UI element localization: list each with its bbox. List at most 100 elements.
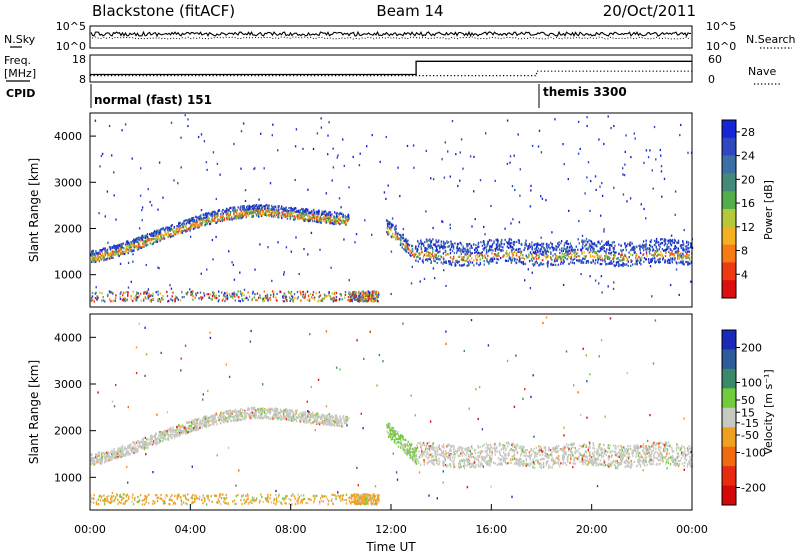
velocity-cell bbox=[166, 411, 169, 414]
power-cell bbox=[188, 218, 190, 221]
power-cell bbox=[480, 252, 482, 255]
power-cell bbox=[171, 224, 173, 227]
power-cell bbox=[675, 268, 678, 271]
power-cell bbox=[231, 292, 233, 295]
power-cell bbox=[653, 252, 656, 255]
power-cell bbox=[290, 250, 292, 253]
power-cell bbox=[121, 246, 123, 249]
power-cell bbox=[205, 212, 207, 215]
power-cell bbox=[563, 253, 565, 256]
power-cell bbox=[654, 260, 656, 263]
velocity-cell bbox=[268, 417, 270, 420]
power-cell bbox=[174, 298, 176, 301]
velocity-cell bbox=[124, 446, 126, 449]
power-cell bbox=[589, 247, 592, 251]
power-cell bbox=[529, 245, 531, 249]
velocity-cell bbox=[268, 410, 270, 414]
velocity-cell bbox=[453, 459, 455, 462]
power-cell bbox=[528, 242, 531, 246]
power-cell bbox=[157, 293, 159, 296]
velocity-cell bbox=[684, 461, 686, 464]
power-cell bbox=[127, 252, 129, 255]
velocity-cell bbox=[549, 449, 552, 452]
power-cell bbox=[646, 255, 648, 258]
power-cell bbox=[674, 244, 676, 247]
power-cell bbox=[344, 296, 346, 299]
power-cell bbox=[171, 299, 174, 302]
power-cell bbox=[429, 238, 431, 241]
power-cell bbox=[134, 239, 136, 242]
power-cell bbox=[237, 295, 240, 299]
power-cell bbox=[660, 154, 662, 157]
power-cell bbox=[687, 243, 689, 246]
power-cell bbox=[197, 216, 199, 219]
power-cell bbox=[332, 216, 334, 220]
power-cell bbox=[609, 248, 611, 252]
power-cell bbox=[243, 288, 246, 291]
power-cell bbox=[141, 237, 143, 240]
power-cell bbox=[95, 291, 97, 294]
power-cell bbox=[277, 210, 279, 213]
power-cell bbox=[551, 263, 553, 267]
power-cell bbox=[611, 244, 613, 247]
power-cell bbox=[311, 297, 314, 300]
power-cell bbox=[94, 119, 97, 122]
power-cell bbox=[659, 243, 662, 246]
power-cell bbox=[545, 257, 547, 260]
power-cell bbox=[240, 167, 242, 170]
power-cell bbox=[570, 258, 572, 261]
power-cell bbox=[215, 294, 217, 297]
power-cell bbox=[442, 246, 444, 249]
power-cell bbox=[337, 154, 339, 157]
power-cell bbox=[490, 257, 492, 260]
power-cell bbox=[91, 255, 93, 259]
power-cell bbox=[512, 253, 514, 256]
velocity-cell bbox=[646, 439, 649, 442]
power-cell bbox=[270, 298, 272, 302]
power-cell bbox=[142, 236, 145, 239]
velocity-cell bbox=[459, 464, 462, 467]
power-cell bbox=[687, 256, 689, 259]
power-cell bbox=[563, 260, 565, 263]
power-cell bbox=[275, 211, 277, 214]
power-cell bbox=[233, 142, 235, 146]
power-cell bbox=[141, 245, 144, 248]
power-cell bbox=[559, 255, 561, 258]
power-cell bbox=[388, 226, 390, 229]
power-cell bbox=[590, 246, 592, 249]
power-cell bbox=[476, 252, 479, 255]
velocity-cell bbox=[510, 461, 512, 464]
velocity-cell bbox=[436, 497, 438, 500]
power-cell bbox=[503, 254, 505, 257]
power-cell bbox=[515, 261, 517, 264]
power-cell bbox=[281, 211, 284, 214]
velocity-cell bbox=[164, 434, 167, 437]
colorbar-swatch bbox=[722, 155, 736, 174]
power-cell bbox=[450, 240, 452, 243]
power-cell bbox=[267, 213, 270, 217]
power-cell bbox=[266, 207, 269, 210]
power-cell bbox=[451, 243, 454, 246]
velocity-cell bbox=[202, 398, 204, 401]
power-cell bbox=[594, 255, 596, 258]
velocity-cell bbox=[430, 459, 432, 462]
power-cell bbox=[664, 242, 666, 245]
velocity-cell bbox=[528, 455, 530, 458]
velocity-cell bbox=[662, 459, 664, 462]
power-cell bbox=[471, 252, 473, 255]
power-cell bbox=[251, 214, 253, 218]
power-cell bbox=[155, 231, 157, 234]
velocity-cell bbox=[666, 452, 668, 455]
power-cell bbox=[162, 227, 164, 230]
power-cell bbox=[425, 254, 428, 257]
power-cell bbox=[552, 263, 555, 266]
power-cell bbox=[121, 242, 123, 246]
power-cell bbox=[402, 227, 405, 231]
power-cell bbox=[133, 244, 135, 247]
power-cell bbox=[589, 254, 592, 257]
velocity-cell bbox=[644, 453, 647, 457]
power-cell bbox=[190, 290, 192, 293]
power-cell bbox=[354, 296, 356, 299]
power-cell bbox=[464, 247, 466, 250]
power-cell bbox=[655, 246, 657, 249]
